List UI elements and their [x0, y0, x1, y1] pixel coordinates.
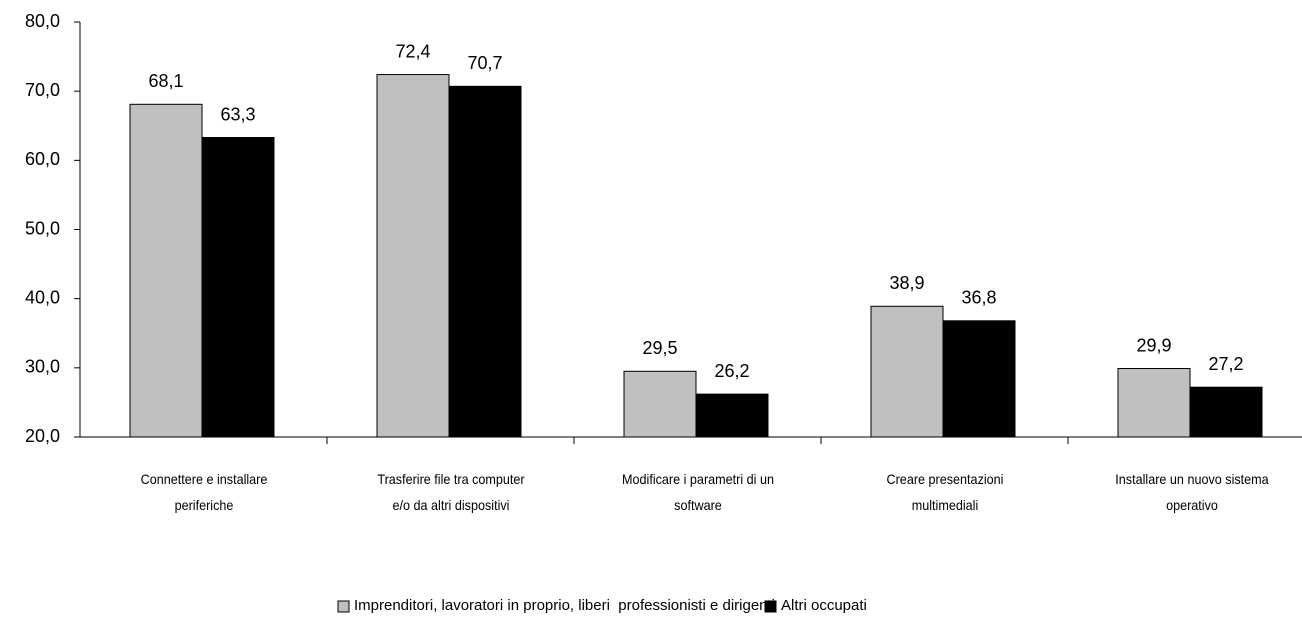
legend-swatch [764, 600, 777, 613]
data-label: 29,9 [1136, 335, 1171, 355]
bar [1189, 386, 1263, 438]
y-tick-label: 60,0 [25, 149, 60, 169]
bar [623, 370, 697, 438]
y-tick-label: 30,0 [25, 357, 60, 377]
y-tick-label: 70,0 [25, 80, 60, 100]
data-label: 63,3 [220, 104, 255, 124]
bar [201, 137, 275, 438]
data-label: 38,9 [889, 273, 924, 293]
bar [695, 393, 769, 438]
data-label: 29,5 [642, 338, 677, 358]
legend-label: Altri occupati [781, 597, 867, 614]
legend-swatch [337, 600, 350, 613]
x-tick-label: Creare presentazioni multimediali [886, 471, 1003, 513]
x-tick-label: Trasferire file tra computer e/o da altr… [376, 471, 525, 513]
data-label: 27,2 [1208, 354, 1243, 374]
x-tick-label: Modificare i parametri di un software [621, 471, 774, 513]
x-tick-label: Connettere e installare periferiche [140, 471, 267, 513]
bar [448, 85, 522, 438]
y-tick-label: 50,0 [25, 218, 60, 238]
y-tick-label: 20,0 [25, 426, 60, 446]
data-label: 26,2 [714, 361, 749, 381]
bar [376, 74, 450, 438]
data-label: 36,8 [961, 288, 996, 308]
y-tick-label: 80,0 [25, 11, 60, 31]
bar [870, 305, 944, 438]
x-tick-label: Installare un nuovo sistema operativo [1114, 471, 1269, 513]
legend-label: Imprenditori, lavoratori in proprio, lib… [354, 597, 776, 614]
y-tick-label: 40,0 [25, 287, 60, 307]
bar [129, 103, 203, 438]
data-label: 70,7 [467, 53, 502, 73]
bar [942, 320, 1016, 438]
data-label: 72,4 [395, 41, 430, 61]
data-label: 68,1 [148, 71, 183, 91]
bar [1117, 368, 1191, 438]
